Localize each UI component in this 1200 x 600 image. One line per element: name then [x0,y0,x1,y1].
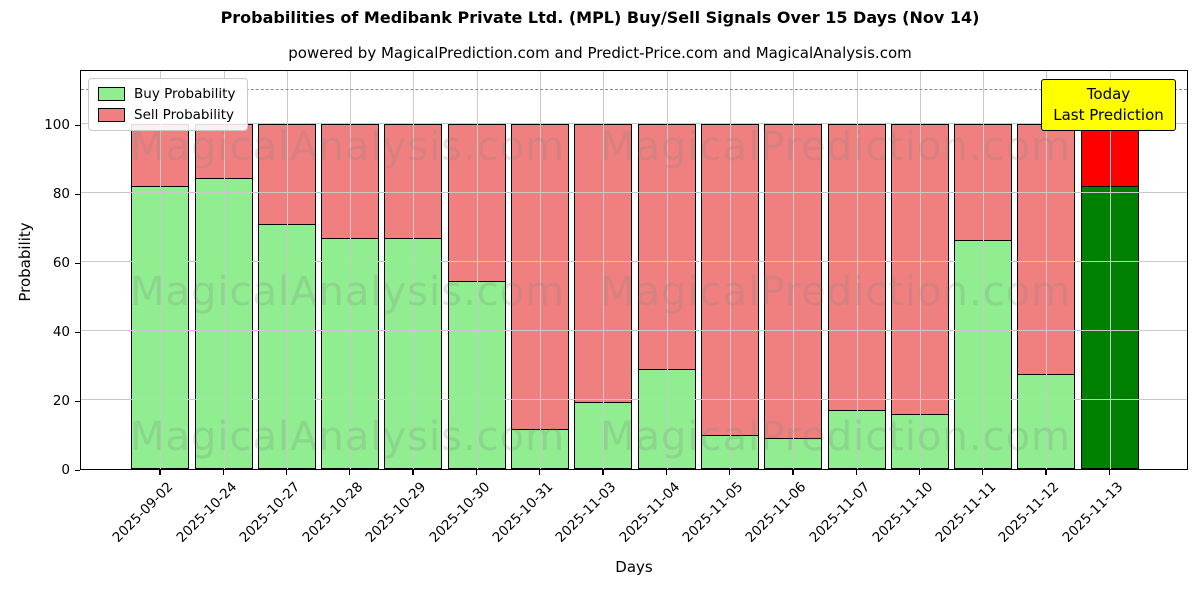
y-tick-mark [75,125,80,127]
x-tick-label: 2025-11-13 [1059,479,1127,546]
x-tick-mark [159,470,161,475]
chart-subtitle: powered by MagicalPrediction.com and Pre… [288,44,912,62]
x-tick-mark [222,470,224,475]
x-tick-label: 2025-10-29 [362,479,430,546]
grid-line-vertical [160,71,162,469]
x-tick-mark [1108,470,1110,475]
y-tick-label: 20 [52,393,70,410]
x-tick-label: 2025-10-31 [489,479,557,546]
y-tick-mark [75,263,80,265]
plot-area: Buy Probability Sell Probability Today L… [80,70,1188,470]
chart-title: Probabilities of Medibank Private Ltd. (… [220,8,980,27]
grid-line-horizontal [81,330,1187,332]
x-tick-mark [918,470,921,475]
y-tick-mark [75,401,80,403]
grid-line-vertical [1046,71,1048,469]
x-tick-mark [982,470,984,475]
y-tick-mark [75,332,80,334]
x-tick-mark [475,470,478,475]
legend-label-buy: Buy Probability [134,86,236,102]
x-tick-label: 2025-11-03 [552,479,620,546]
x-tick-label: 2025-11-04 [616,479,683,546]
today-annotation: Today Last Prediction [1041,79,1176,131]
grid-line-vertical [856,71,858,469]
x-tick-mark [285,470,288,475]
y-tick-label: 60 [52,255,70,272]
y-axis-title: Probability [16,222,34,302]
grid-line-vertical [603,71,605,469]
grid-line-vertical [793,71,795,469]
grid-line-horizontal [81,261,1187,263]
y-tick-label: 100 [44,117,70,134]
x-tick-mark [349,470,351,475]
x-tick-label: 2025-11-06 [742,479,810,546]
watermark-prediction: MagicalPrediction.com [600,414,1071,460]
grid-line-vertical [983,71,985,469]
legend-item-buy: Buy Probability [98,86,235,102]
x-tick-label: 2025-11-05 [679,479,747,546]
today-annotation-line2: Last Prediction [1053,106,1164,124]
grid-line-vertical [286,71,288,469]
y-tick-label: 80 [52,186,70,203]
x-tick-label: 2025-09-02 [109,479,177,546]
x-tick-mark [665,470,667,475]
grid-line-horizontal [81,123,1187,125]
grid-line-vertical [476,71,478,469]
watermark-analysis: MagicalAnalysis.com [130,414,566,460]
y-tick-label: 0 [61,462,70,478]
x-tick-label: 2025-11-10 [869,479,937,546]
x-tick-mark [602,470,604,475]
today-annotation-line1: Today [1086,85,1131,103]
x-tick-label: 2025-11-07 [806,479,873,546]
x-tick-mark [855,470,857,475]
grid-line-horizontal [81,192,1187,194]
x-tick-mark [412,470,414,475]
x-tick-label: 2025-10-24 [173,479,240,546]
grid-line-vertical [223,71,225,469]
watermark-analysis: MagicalAnalysis.com [130,269,566,315]
x-axis-title: Days [615,558,653,576]
grid-line-vertical [1109,71,1111,469]
x-tick-label: 2025-11-12 [995,479,1063,546]
y-tick-label: 40 [52,324,70,341]
legend: Buy Probability Sell Probability [88,78,249,131]
grid-line-vertical [729,71,731,469]
buy-swatch-icon [98,87,125,101]
legend-label-sell: Sell Probability [134,107,235,123]
x-tick-mark [792,470,794,475]
watermark-prediction: MagicalPrediction.com [600,269,1071,315]
grid-line-vertical [540,71,542,469]
x-tick-mark [728,470,731,475]
threshold-dashed-line [81,88,1187,90]
grid-line-vertical [413,71,415,469]
x-tick-mark [539,470,541,475]
x-tick-label: 2025-10-30 [426,479,494,546]
sell-swatch-icon [98,108,125,122]
grid-line-vertical [350,71,352,469]
watermark-analysis: MagicalAnalysis.com [130,124,566,170]
y-tick-mark [75,194,80,196]
x-tick-label: 2025-10-28 [299,479,367,546]
grid-line-vertical [919,71,921,469]
x-tick-mark [1045,470,1047,475]
x-tick-label: 2025-10-27 [236,479,304,546]
legend-item-sell: Sell Probability [98,107,235,123]
watermark-prediction: MagicalPrediction.com [600,124,1071,170]
grid-line-horizontal [81,399,1187,401]
grid-line-vertical [666,71,668,469]
y-tick-mark [75,470,80,472]
x-tick-label: 2025-11-11 [932,479,1000,546]
